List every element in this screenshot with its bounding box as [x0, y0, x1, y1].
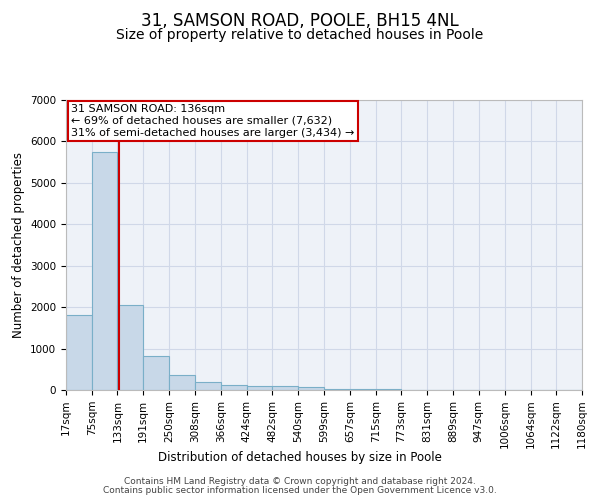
Bar [272, 386, 298, 390]
Text: Distribution of detached houses by size in Poole: Distribution of detached houses by size … [158, 451, 442, 464]
Bar [247, 386, 272, 390]
Bar [92, 152, 118, 390]
Bar [298, 388, 324, 390]
Bar [324, 389, 350, 390]
Text: 31, SAMSON ROAD, POOLE, BH15 4NL: 31, SAMSON ROAD, POOLE, BH15 4NL [141, 12, 459, 30]
Bar [143, 356, 169, 390]
Bar [118, 305, 143, 390]
Bar [66, 316, 92, 390]
Bar [221, 386, 247, 390]
Bar [169, 375, 195, 390]
Text: Contains HM Land Registry data © Crown copyright and database right 2024.: Contains HM Land Registry data © Crown c… [124, 477, 476, 486]
Bar [350, 389, 376, 390]
Text: Contains public sector information licensed under the Open Government Licence v3: Contains public sector information licen… [103, 486, 497, 495]
Y-axis label: Number of detached properties: Number of detached properties [11, 152, 25, 338]
Text: Size of property relative to detached houses in Poole: Size of property relative to detached ho… [116, 28, 484, 42]
Text: 31 SAMSON ROAD: 136sqm
← 69% of detached houses are smaller (7,632)
31% of semi-: 31 SAMSON ROAD: 136sqm ← 69% of detached… [71, 104, 355, 138]
Bar [195, 382, 221, 390]
